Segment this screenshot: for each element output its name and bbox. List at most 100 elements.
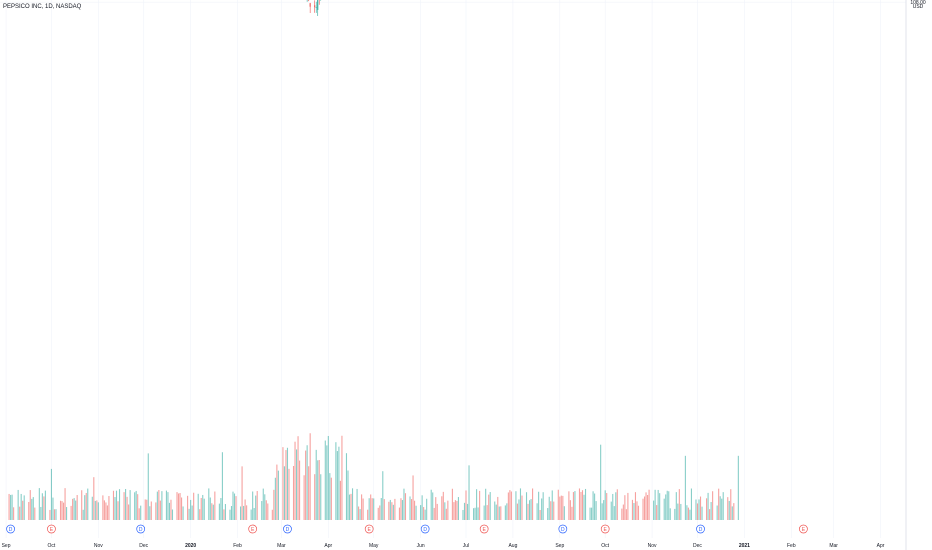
volume-bar: [568, 491, 570, 520]
volume-bar: [256, 491, 258, 520]
volume-bar: [581, 490, 584, 520]
dividend-marker[interactable]: [283, 524, 292, 534]
volume-bar: [76, 495, 78, 520]
volume-bar: [306, 445, 308, 520]
volume-bar: [156, 491, 158, 520]
dividend-marker[interactable]: [6, 524, 15, 534]
volume-bar: [483, 505, 485, 520]
volume-bar: [105, 502, 107, 520]
volume-bar: [634, 492, 637, 520]
x-tick-label: May: [369, 543, 379, 549]
volume-bar: [112, 490, 115, 520]
volume-bar: [49, 509, 51, 520]
dividend-marker[interactable]: [136, 524, 146, 534]
volume-bar: [362, 498, 364, 520]
volume-bar: [271, 509, 273, 520]
earnings-marker[interactable]: [799, 524, 808, 534]
volume-bar: [283, 466, 285, 520]
volume-bar: [214, 491, 216, 520]
earnings-marker[interactable]: [479, 524, 489, 534]
volume-bar: [34, 507, 36, 520]
dividend-marker[interactable]: [420, 524, 430, 534]
volume-bar: [177, 493, 180, 520]
volume-bar: [606, 493, 608, 520]
volume-bar: [494, 501, 496, 520]
earnings-marker[interactable]: [600, 524, 610, 534]
volume-bar: [28, 501, 30, 520]
volume-bar: [197, 493, 199, 520]
volume-bar: [728, 500, 730, 520]
earnings-marker-label: E: [482, 527, 486, 533]
volume-bar: [473, 508, 475, 520]
volume-bar: [176, 492, 178, 520]
volume-bar: [168, 502, 171, 520]
price-axis[interactable]: 108.00110.00112.00114.00116.00118.00120.…: [910, 0, 926, 6]
volume-bar: [129, 490, 131, 520]
x-tick-label: Dec: [693, 543, 702, 549]
volume-bar: [23, 495, 25, 520]
volume-bar: [719, 496, 721, 520]
volume-bar: [542, 492, 544, 520]
x-tick-label: Oct: [48, 543, 56, 549]
volume-bar: [547, 508, 549, 520]
volume-bar: [82, 509, 84, 520]
volume-bar: [562, 495, 564, 520]
x-tick-label: Apr: [324, 543, 332, 549]
volume-bar: [345, 453, 348, 520]
volume-bar: [610, 501, 612, 520]
volume-bar: [426, 498, 428, 520]
volume-bar: [81, 490, 83, 520]
x-tick-label: Dec: [139, 543, 148, 549]
volume-bar: [62, 502, 65, 520]
volume-bar: [712, 491, 714, 520]
volume-bar: [563, 506, 565, 520]
volume-bar: [246, 505, 248, 520]
volume-bar: [412, 475, 414, 520]
volume-bar: [171, 509, 174, 520]
volume-bar: [612, 493, 614, 520]
volume-bar: [595, 501, 597, 520]
volume-bar: [530, 499, 532, 520]
volume-bar: [22, 500, 24, 520]
volume-bar: [233, 493, 236, 520]
currency-label: USD: [913, 4, 924, 10]
volume-bar: [341, 435, 343, 520]
volume-bar: [656, 505, 658, 520]
earnings-marker-label: E: [251, 527, 255, 533]
earnings-marker[interactable]: [47, 524, 56, 534]
volume-bar: [453, 502, 455, 520]
volume-bar: [633, 503, 635, 520]
dividend-marker-label: D: [561, 527, 565, 533]
volume-bar: [536, 503, 538, 520]
volume-bar: [379, 505, 381, 520]
earnings-marker[interactable]: [248, 524, 258, 534]
earnings-marker[interactable]: [364, 524, 374, 534]
volume-bar: [680, 503, 682, 520]
volume-bar: [454, 500, 456, 520]
volume-bar: [442, 491, 444, 520]
volume-bar: [445, 508, 447, 520]
volume-bar: [474, 507, 476, 520]
volume-bar: [636, 501, 638, 520]
volume-bar: [668, 491, 670, 520]
time-axis[interactable]: Sep Oct Nov Dec 2020 Feb Mar Apr May Jun Jul Aug Sep…: [2, 543, 885, 549]
volume-bar: [622, 504, 624, 520]
volume-bar: [377, 507, 379, 520]
dividend-marker[interactable]: [696, 524, 705, 534]
y-tick-label: 108.00: [910, 0, 926, 6]
x-tick-label: 2020: [185, 543, 196, 549]
volume-bar: [66, 507, 68, 520]
dividend-marker[interactable]: [558, 524, 568, 534]
volume-bar: [230, 506, 233, 520]
volume-bar: [155, 502, 157, 520]
volume-bar: [621, 508, 623, 520]
volume-bar: [485, 488, 487, 520]
volume-bar: [539, 509, 541, 520]
volume-bar: [315, 449, 317, 520]
volume-bar: [330, 477, 332, 520]
volume-bar: [115, 490, 118, 520]
volume-bar: [645, 492, 647, 520]
volume-bar: [721, 498, 723, 520]
